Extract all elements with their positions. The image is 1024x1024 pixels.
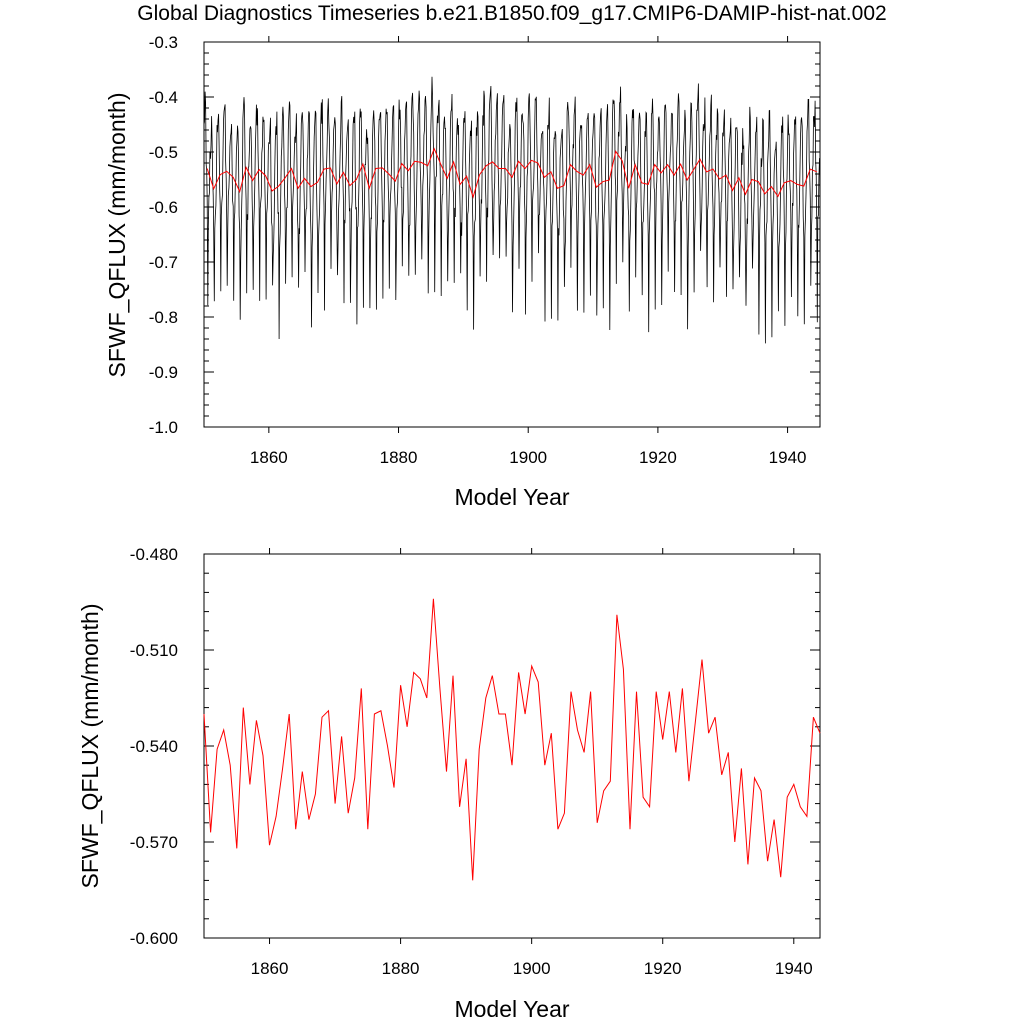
- figure-title: Global Diagnostics Timeseries b.e21.B185…: [137, 2, 887, 25]
- bottom-x-tick-label: 1920: [644, 959, 682, 978]
- bottom-axes: 1860 1880 1900 1920 1940 -0.480 -0.510 -0.540 -0…: [130, 545, 820, 978]
- bottom-panel: 1860 1880 1900 1920 1940 -0.480 -0.510 -0.540 -0…: [77, 545, 821, 1022]
- top-y-tick-label: -0.4: [149, 88, 178, 107]
- bottom-plot-frame: [203, 553, 821, 939]
- bottom-x-tick-label: 1880: [382, 959, 420, 978]
- bottom-annual-series-line: [203, 598, 821, 881]
- top-y-tick-label: -0.5: [149, 143, 178, 162]
- top-annual-series-line: [206, 147, 817, 199]
- top-y-tick-label: -0.3: [149, 33, 178, 52]
- top-y-tick-label: -0.6: [149, 198, 178, 217]
- bottom-y-tick-label: -0.540: [130, 737, 178, 756]
- top-x-tick-label: 1940: [769, 448, 807, 467]
- top-y-axis-label: SFWF_QFLUX (mm/month): [104, 93, 130, 378]
- bottom-y-axis-label: SFWF_QFLUX (mm/month): [77, 604, 103, 889]
- bottom-x-tick-label: 1900: [513, 959, 551, 978]
- top-x-axis-label: Model Year: [454, 484, 569, 510]
- top-monthly-series-line: [203, 76, 820, 344]
- bottom-y-tick-label: -0.480: [130, 545, 178, 564]
- bottom-y-tick-label: -0.570: [130, 833, 178, 852]
- top-y-tick-label: -1.0: [149, 418, 178, 437]
- top-panel: 1860 1880 1900 1920 1940 -0.3 -0.4 -0.5 -0.6 -0.7…: [104, 33, 821, 510]
- top-x-tick-label: 1880: [380, 448, 418, 467]
- top-x-tick-label: 1900: [509, 448, 547, 467]
- bottom-x-axis-label: Model Year: [454, 996, 569, 1022]
- bottom-y-tick-label: -0.510: [130, 641, 178, 660]
- top-x-tick-label: 1860: [250, 448, 288, 467]
- top-series: [203, 76, 820, 344]
- top-x-tick-label: 1920: [639, 448, 677, 467]
- top-y-tick-label: -0.7: [149, 253, 178, 272]
- bottom-series: [203, 598, 821, 881]
- top-y-tick-label: -0.8: [149, 308, 178, 327]
- top-y-tick-label: -0.9: [149, 363, 178, 382]
- top-axes: 1860 1880 1900 1920 1940 -0.3 -0.4 -0.5 -0.6 -0.7…: [149, 33, 820, 467]
- top-plot-frame: [203, 41, 821, 428]
- bottom-x-tick-label: 1940: [775, 959, 813, 978]
- bottom-y-tick-label: -0.600: [130, 929, 178, 948]
- bottom-x-tick-label: 1860: [251, 959, 289, 978]
